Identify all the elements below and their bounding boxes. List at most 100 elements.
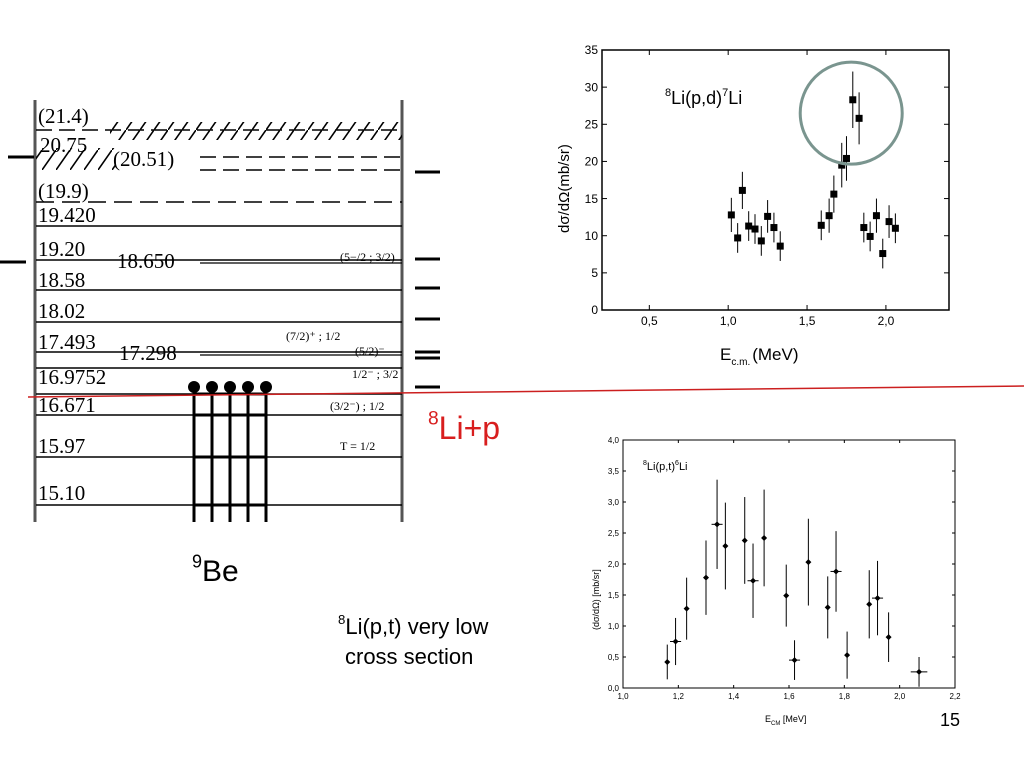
level-label: (20.51)	[113, 147, 174, 171]
y-tick-label: 10	[585, 229, 599, 243]
data-point	[761, 534, 768, 541]
level-label: 18.02	[38, 299, 85, 323]
data-point	[860, 224, 868, 232]
data-point	[714, 521, 721, 528]
plot-frame	[622, 439, 956, 689]
data-point	[866, 601, 873, 608]
label-li-p: 8Li+p	[428, 408, 501, 446]
page-number: 15	[940, 710, 961, 730]
level-label: (21.4)	[38, 104, 89, 128]
transition-bars	[192, 387, 268, 522]
data-point	[734, 234, 742, 242]
level-label: 20.75	[40, 133, 87, 157]
data-point	[885, 218, 893, 226]
y-tick-label: 1,0	[608, 622, 620, 631]
x-tick-label: 1,6	[783, 692, 795, 701]
data-point	[916, 668, 923, 675]
chart-top-title: 8Li(p,d)7Li	[665, 87, 742, 108]
level-label: 17.493	[38, 330, 96, 354]
data-point	[770, 224, 778, 232]
y-tick-label: 0,5	[608, 653, 620, 662]
spin-label: T = 1/2	[340, 439, 375, 453]
chart-bottom-ylabel: (dσ/dΩ) [mb/sr]	[591, 569, 601, 630]
data-point	[757, 237, 765, 245]
y-tick-label: 2,0	[608, 560, 620, 569]
label-be: 9Be	[192, 551, 239, 589]
data-point	[672, 638, 679, 645]
data-point	[830, 190, 838, 198]
level-label: 17.298	[119, 341, 177, 365]
y-tick-label: 4,0	[608, 436, 620, 445]
data-point	[805, 559, 812, 566]
y-tick-label: 20	[585, 155, 599, 169]
data-point	[824, 604, 831, 611]
spin-label: (7/2)⁺ ; 1/2	[286, 329, 340, 343]
data-point	[872, 212, 880, 220]
data-point	[891, 224, 899, 232]
spin-label: (3/2⁻) ; 1/2	[330, 399, 384, 413]
data-point	[842, 154, 850, 162]
data-point	[817, 221, 825, 229]
y-tick-label: 5	[591, 266, 598, 280]
data-point	[683, 605, 690, 612]
data-point	[844, 652, 851, 659]
data-point	[838, 161, 846, 169]
level-label: 19.20	[38, 237, 85, 261]
data-point	[855, 114, 863, 122]
chart-li-p-t: 0,0 0,5 1,0 1,5 2,0 2,5 3,0 3,5 4,0 1,0 1,2 1,4 1,6…	[591, 436, 961, 727]
x-tick-label: 1,0	[720, 314, 737, 328]
data-point	[783, 592, 790, 599]
y-tick-label: 3,0	[608, 498, 620, 507]
x-tick-label: 1,8	[839, 692, 851, 701]
x-tick-label: 1,2	[673, 692, 685, 701]
x-tick-label: 1,5	[799, 314, 816, 328]
spin-label: (5/2)⁻	[355, 344, 385, 358]
level-label: (19.9)	[38, 179, 89, 203]
data-point	[874, 595, 881, 602]
chart-top-xlabel: Ec.m. (MeV)	[720, 345, 799, 368]
y-tick-label: 3,5	[608, 467, 620, 476]
data-point	[885, 634, 892, 641]
level-label: 18.650	[117, 249, 175, 273]
data-point	[703, 574, 709, 581]
y-tick-label: 2,5	[608, 529, 620, 538]
chart-bottom-title: 8Li(p,t)6Li	[643, 460, 688, 473]
side-dashes	[415, 170, 440, 389]
data-point	[833, 568, 840, 575]
data-point	[741, 537, 748, 544]
data-point	[750, 577, 757, 584]
level-label: 19.420	[38, 203, 96, 227]
data-point	[751, 225, 759, 233]
y-tick-label: 1,5	[608, 591, 620, 600]
chart-bottom-xlabel: ECM [MeV]	[765, 714, 806, 727]
data-point	[849, 96, 857, 104]
x-tick-label: 0,5	[641, 314, 658, 328]
plot-frame	[601, 49, 950, 311]
chart-top-ylabel: dσ/dΩ(mb/sr)	[556, 144, 573, 233]
data-point	[825, 212, 833, 220]
data-point	[727, 211, 735, 219]
data-point	[664, 658, 671, 665]
hatched-band-20-51	[36, 148, 116, 170]
data-point	[791, 657, 798, 664]
y-tick-label: 15	[585, 192, 599, 206]
x-tick-label: 2,0	[894, 692, 906, 701]
x-tick-label: 2,0	[878, 314, 895, 328]
y-tick-label: 35	[585, 43, 599, 57]
x-tick-label: 2,2	[949, 692, 961, 701]
level-label: 15.10	[38, 481, 85, 505]
data-point	[764, 212, 772, 220]
data-point	[745, 222, 753, 230]
data-point	[879, 250, 887, 258]
transition-dots	[188, 381, 272, 393]
data-point	[722, 543, 729, 550]
y-tick-label: 25	[585, 117, 599, 131]
spin-label: 1/2⁻ ; 3/2	[352, 367, 398, 381]
level-label: 16.671	[38, 393, 96, 417]
data-point	[866, 232, 874, 240]
data-point	[776, 242, 784, 250]
level-scheme-diagram: (21.4) 20.75 (19.9) 19.420 19.20 18.58 1…	[0, 100, 440, 522]
level-label: 18.58	[38, 268, 85, 292]
spin-label: (5−/2 ; 3/2)	[340, 250, 395, 264]
